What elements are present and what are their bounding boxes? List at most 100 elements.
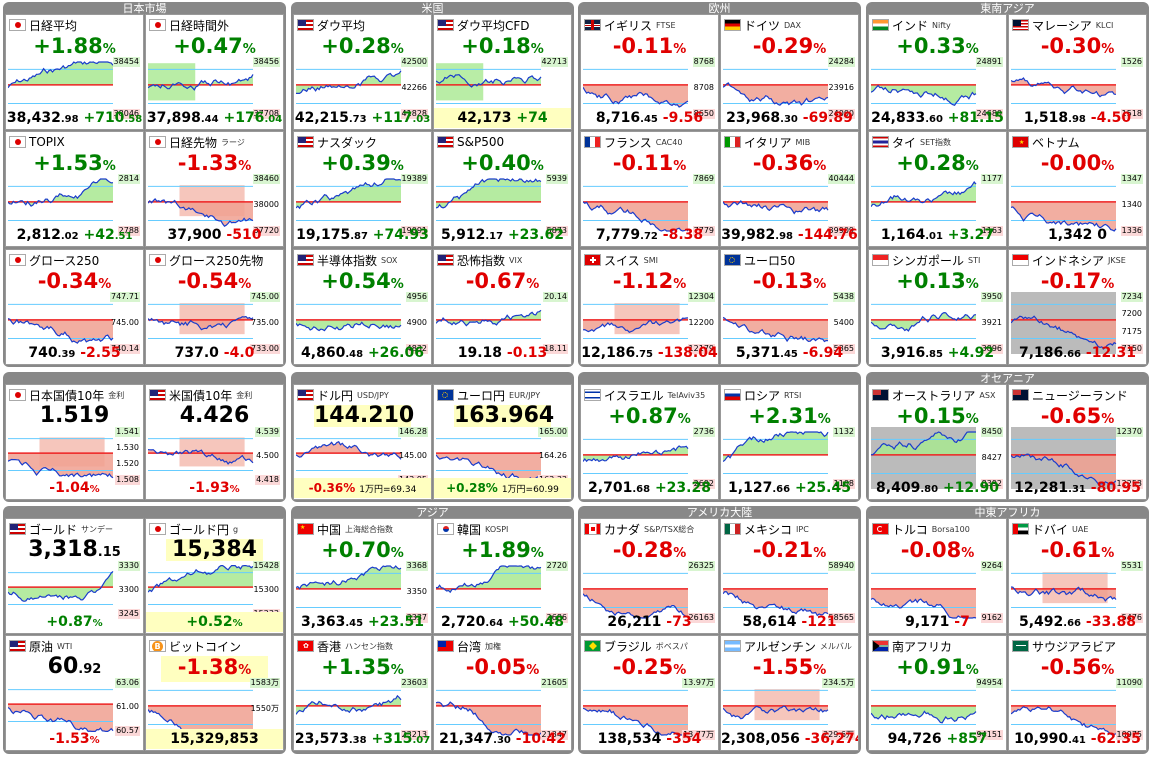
market-name[interactable]: ロシア RTSI (722, 386, 857, 404)
market-tile[interactable]: イスラエル TelAviv35 +0.87% 2736 2692 2,701.68 +23… (580, 384, 719, 500)
market-tile[interactable]: TOPIX +1.53% 2814 2788 2,812.02 +42.51 (5, 131, 144, 247)
market-name[interactable]: マレーシア KLCI (1010, 16, 1145, 34)
market-name[interactable]: 恐怖指数 VIX (435, 251, 570, 269)
chart-area (871, 84, 976, 106)
market-tile[interactable]: イタリア MIB -0.36% 40444 39909 39,982.98 -144.76 (720, 131, 859, 247)
market-name[interactable]: ニュージーランド (1010, 386, 1145, 404)
market-tile[interactable]: ニュージーランド -0.65% 12370 12253 12,281.31 -80.95 (1008, 384, 1147, 500)
market-tile[interactable]: 日経時間外 +0.47% 38456 37708 37,898.44 +176.04 (145, 14, 284, 130)
market-name[interactable]: ゴールド サンデー (7, 520, 142, 538)
market-name[interactable]: ダウ平均CFD (435, 16, 570, 34)
market-tile[interactable]: 米国債10年 金利 4.426 4.539 4.500 4.418 -1.93% (145, 384, 284, 500)
market-tile[interactable]: 半導体指数 SOX +0.54% 4956 4900 4832 4,860.48 +26.0… (293, 249, 432, 365)
market-name[interactable]: スイス SMI (582, 251, 717, 269)
price-row: 10,990.41 -62.35 (1014, 731, 1141, 747)
market-tile[interactable]: ✿ 香港 ハンセン指数 +1.35% 23603 23213 23,573.38 +315.… (293, 635, 432, 751)
market-tile[interactable]: オーストラリア ASX +0.15% 8450 8427 8392 8,409.80 +12… (868, 384, 1007, 500)
market-name[interactable]: ドバイ UAE (1010, 520, 1145, 538)
market-tile[interactable]: ★ 中国 上海総合指数 +0.70% 3368 3350 3337 3,363.45 +23.… (293, 518, 432, 634)
market-name[interactable]: 台湾 加権 (435, 637, 570, 655)
market-name[interactable]: ナスダック (295, 133, 430, 151)
market-name[interactable]: トルコ Borsa100 (870, 520, 1005, 538)
market-name[interactable]: グロース250先物 (147, 251, 282, 269)
market-name[interactable]: インドネシア JKSE (1010, 251, 1145, 269)
market-name[interactable]: 日経時間外 (147, 16, 282, 34)
market-tile[interactable]: ドイツ DAX -0.29% 24284 23916 24000 23,968.30 -69… (720, 14, 859, 130)
market-tile[interactable]: 台湾 加権 -0.05% 21605 21347 21,347.30 -10.42 (433, 635, 572, 751)
market-name[interactable]: 南アフリカ (870, 637, 1005, 655)
market-name[interactable]: 原油 WTI (7, 637, 142, 655)
market-tile[interactable]: グロース250先物 -0.54% 745.00 735.00 733.00 737.0 -… (145, 249, 284, 365)
market-name[interactable]: TOPIX (7, 133, 142, 151)
market-tile[interactable]: ダウ平均 +0.28% 42500 42266 41828 42,215.73 +117.… (293, 14, 432, 130)
market-name[interactable]: タイ SET指数 (870, 133, 1005, 151)
axis-label: 58565 (827, 613, 855, 623)
market-tile[interactable]: S&P500 +0.40% 5939 5873 5,912.17 +23.62 (433, 131, 572, 247)
market-tile[interactable]: 日経平均 +1.88% 38454 38046 38,432.98 +710.58 (5, 14, 144, 130)
market-name[interactable]: ゴールド円 g (147, 520, 282, 538)
price-chart (296, 565, 402, 608)
market-tile[interactable]: ダウ平均CFD+0.18%427134181642,173 +74 (433, 14, 572, 130)
market-tile[interactable]: ゴールド サンデー 3,318.15 3330 3300 3245 +0.87% (5, 518, 144, 634)
market-name[interactable]: 日本国債10年 金利 (7, 386, 142, 404)
market-tile[interactable]: フランス CAC40 -0.11% 7869 7779 7,779.72 -8.38 (580, 131, 719, 247)
market-name[interactable]: イタリア MIB (722, 133, 857, 151)
market-tile[interactable]: ユーロ50 -0.13% 5438 5400 5365 5,371.45 -6.94 (720, 249, 859, 365)
market-name[interactable]: 日経先物 ラージ (147, 133, 282, 151)
market-name[interactable]: メキシコ IPC (722, 520, 857, 538)
market-tile[interactable]: ドバイ UAE -0.61% 5531 5476 5,492.66 -33.88 (1008, 518, 1147, 634)
market-tile[interactable]: ブラジル ボベスパ -0.25% 13.97万 13.77万 138,534 -354 (580, 635, 719, 751)
market-name[interactable]: ドイツ DAX (722, 16, 857, 34)
market-name[interactable]: オーストラリア ASX (870, 386, 1005, 404)
market-name[interactable]: サウジアラビア (1010, 637, 1145, 655)
market-name[interactable]: フランス CAC40 (582, 133, 717, 151)
market-tile[interactable]: タイ SET指数 +0.28% 1177 1163 1,164.01 +3.27 (868, 131, 1007, 247)
market-name[interactable]: イギリス FTSE (582, 16, 717, 34)
market-name[interactable]: B ビットコイン (147, 637, 282, 655)
market-tile[interactable]: 恐怖指数 VIX -0.67% 20.14 18.11 19.18 -0.13 (433, 249, 572, 365)
market-tile[interactable]: インドネシア JKSE -0.17% 7234 7200 7175 7150 7,186.66… (1008, 249, 1147, 365)
market-name[interactable]: 韓国 KOSPI (435, 520, 570, 538)
market-tile[interactable]: カナダ S&P/TSX総合 -0.28% 26325 26163 26,211 -73 (580, 518, 719, 634)
market-tile[interactable]: ナスダック +0.39% 19389 19091 19,175.87 +74.93 (293, 131, 432, 247)
market-name[interactable]: ★ ベトナム (1010, 133, 1145, 151)
market-tile[interactable]: ★ ベトナム -0.00% 1347 1340 1336 1,342 0 (1008, 131, 1147, 247)
market-name[interactable]: インド Nifty (870, 16, 1005, 34)
market-tile[interactable]: 日経先物 ラージ -1.33% 38460 38000 37720 37,900 -510 (145, 131, 284, 247)
market-name[interactable]: ダウ平均 (295, 16, 430, 34)
market-tile[interactable]: 韓国 KOSPI +1.89% 2720 2686 2,720.64 +50.48 (433, 518, 572, 634)
market-name[interactable]: イスラエル TelAviv35 (582, 386, 717, 404)
market-tile[interactable]: メキシコ IPC -0.21% 58940 58565 58,614 -121 (720, 518, 859, 634)
market-tile[interactable]: シンガポール STI +0.13% 3950 3921 3896 3,916.85 +4.9… (868, 249, 1007, 365)
market-name[interactable]: ドル円 USD/JPY (295, 386, 430, 404)
market-name[interactable]: ★ 中国 上海総合指数 (295, 520, 430, 538)
market-name[interactable]: S&P500 (435, 133, 570, 151)
market-tile[interactable]: ドル円USD/JPY144.210146.28145.00143.95-0.36… (293, 384, 432, 500)
market-name[interactable]: ユーロ50 (722, 251, 857, 269)
market-tile[interactable]: ユーロ円EUR/JPY163.964165.00164.26163.33+0.2… (433, 384, 572, 500)
market-tile[interactable]: イギリス FTSE -0.11% 8768 8708 8650 8,716.45 -9.56 (580, 14, 719, 130)
market-tile[interactable]: スイス SMI -1.12% 12304 12200 12179 12,186.75 -13… (580, 249, 719, 365)
market-name[interactable]: ブラジル ボベスパ (582, 637, 717, 655)
market-name[interactable]: 米国債10年 金利 (147, 386, 282, 404)
market-name[interactable]: カナダ S&P/TSX総合 (582, 520, 717, 538)
market-name[interactable]: 日経平均 (7, 16, 142, 34)
market-tile[interactable]: マレーシア KLCI -0.30% 1526 1518 1,518.98 -4.50 (1008, 14, 1147, 130)
market-tile[interactable]: グロース250 -0.34% 747.71 745.00 740.14 740.39 -2… (5, 249, 144, 365)
market-tile[interactable]: インド Nifty +0.33% 24891 24680 24,833.60 +81.15 (868, 14, 1007, 130)
market-tile[interactable]: アルゼンチン メルバル -1.55% 234.5万 229.6万 2,308,056 -3… (720, 635, 859, 751)
market-name[interactable]: アルゼンチン メルバル (722, 637, 857, 655)
market-tile[interactable]: 南アフリカ +0.91% 94954 94151 94,726 +857 (868, 635, 1007, 751)
market-tile[interactable]: ロシア RTSI +2.31% 1132 1108 1,127.66 +25.45 (720, 384, 859, 500)
market-name[interactable]: 半導体指数 SOX (295, 251, 430, 269)
market-tile[interactable]: トルコ Borsa100 -0.08% 9264 9162 9,171 -7 (868, 518, 1007, 634)
market-name[interactable]: ユーロ円 EUR/JPY (435, 386, 570, 404)
market-tile[interactable]: サウジアラビア -0.56% 11090 10975 10,990.41 -62.35 (1008, 635, 1147, 751)
market-tile[interactable]: 日本国債10年 金利 1.519 1.541 1.530 1.520 1.508 -1.04% (5, 384, 144, 500)
market-name[interactable]: グロース250 (7, 251, 142, 269)
market-name[interactable]: シンガポール STI (870, 251, 1005, 269)
market-name[interactable]: ✿ 香港 ハンセン指数 (295, 637, 430, 655)
market-tile[interactable]: 原油 WTI 60.92 63.06 61.00 60.57 -1.53% (5, 635, 144, 751)
